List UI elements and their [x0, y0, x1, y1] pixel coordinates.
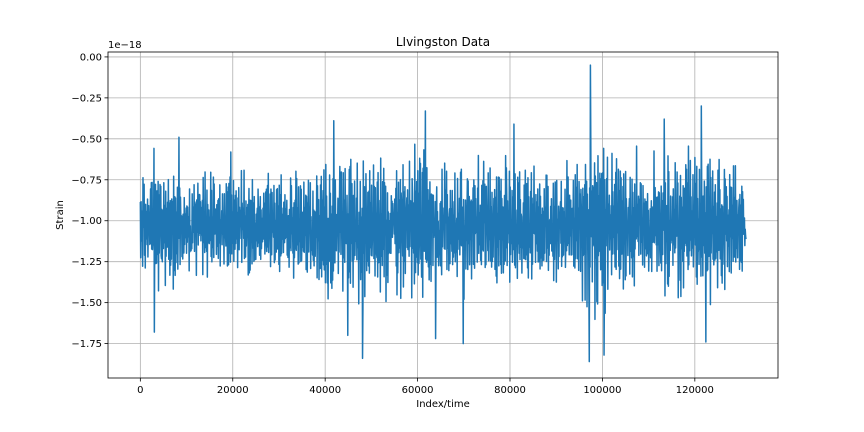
y-axis: 0.00 −0.25 −0.50 −0.75 −1.00 −1.25 −1.50 −1.75 — [71, 52, 108, 350]
y-tick-label: −1.50 — [71, 298, 102, 309]
x-tick-label: 120000 — [676, 385, 714, 396]
x-tick-label: 40000 — [309, 385, 341, 396]
y-tick-label: −1.25 — [71, 257, 102, 268]
y-tick-label: −0.50 — [71, 134, 102, 145]
y-tick-label: −1.75 — [71, 339, 102, 350]
y-offset-text: 1e−18 — [108, 40, 142, 51]
x-tick-label: 60000 — [402, 385, 434, 396]
y-tick-label: 0.00 — [80, 52, 102, 63]
y-tick-label: −0.75 — [71, 175, 102, 186]
y-axis-label: Strain — [55, 200, 66, 230]
y-tick-label: −0.25 — [71, 93, 102, 104]
grid — [108, 52, 778, 378]
x-tick-label: 20000 — [217, 385, 249, 396]
plot-area — [139, 64, 747, 363]
chart-title: LIvingston Data — [396, 35, 490, 49]
y-tick-label: −1.00 — [71, 216, 102, 227]
axes-frame — [107, 51, 779, 379]
strain-series-line — [139, 64, 747, 363]
x-tick-label: 100000 — [583, 385, 621, 396]
x-tick-label: 0 — [137, 385, 143, 396]
x-tick-label: 80000 — [494, 385, 526, 396]
x-axis: 0 20000 40000 60000 80000 100000 120000 — [137, 378, 714, 396]
x-axis-label: Index/time — [416, 399, 470, 410]
